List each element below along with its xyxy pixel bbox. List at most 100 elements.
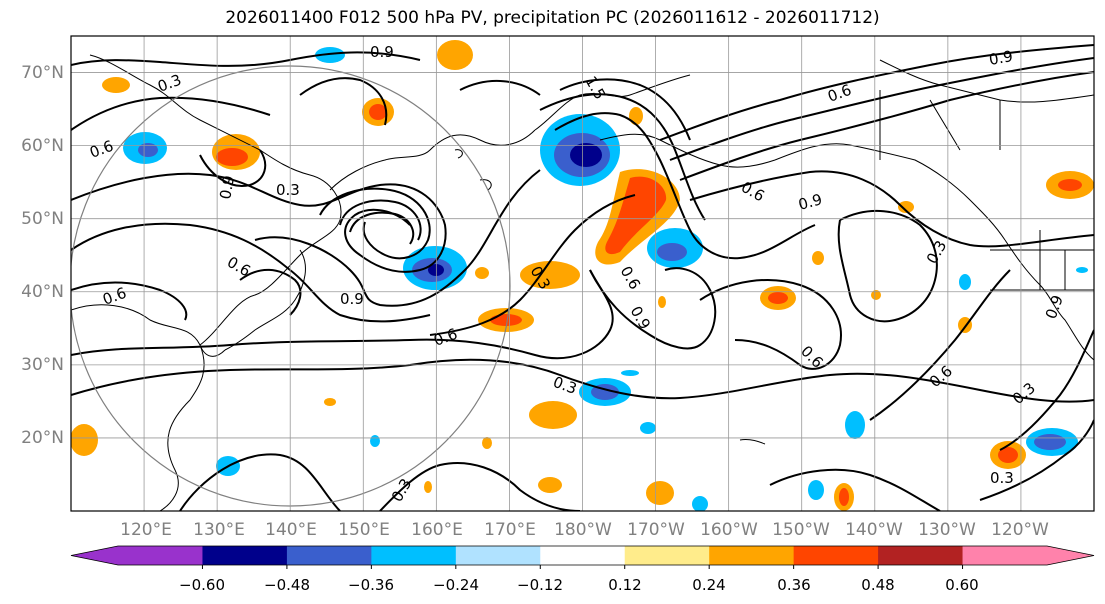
precip-patch — [1058, 179, 1082, 191]
colorbar-tick-label: −0.48 — [264, 576, 310, 594]
precip-patch — [898, 201, 914, 213]
pv-contours — [71, 44, 1094, 511]
pv-contour — [71, 281, 188, 321]
colorbar-segment — [455, 546, 541, 565]
coastline — [199, 149, 342, 346]
lat-tick-label: 50°N — [21, 209, 64, 229]
colorbar-tick-label: −0.36 — [348, 576, 394, 594]
colorbar-tick-label: −0.12 — [517, 576, 563, 594]
colorbar-segment — [878, 546, 964, 565]
colorbar-tick-label: 0.24 — [692, 576, 725, 594]
border — [879, 90, 1001, 160]
lon-tick-label: 130°E — [193, 520, 245, 540]
colorbar-tick-label: 0.36 — [777, 576, 810, 594]
colorbar-segment — [286, 546, 372, 565]
coastline — [199, 344, 226, 357]
contour-label: 0.9 — [370, 43, 394, 61]
precip-patch — [369, 104, 387, 120]
precip-patch — [808, 480, 824, 500]
coastline — [599, 133, 776, 168]
lat-tick-label: 60°N — [21, 136, 64, 156]
pv-contour — [689, 170, 1094, 248]
precip-patch — [959, 274, 971, 290]
graticule — [71, 36, 1094, 511]
colorbar-tick-label: 0.60 — [945, 576, 978, 594]
colorbar-segment — [962, 546, 1048, 565]
pv-contour — [999, 329, 1094, 451]
pv-contour — [71, 96, 271, 131]
lon-tick-label: 160°W — [700, 520, 758, 540]
pv-contour — [979, 419, 1094, 501]
coastlines — [71, 54, 1094, 511]
contour-label: 0.9 — [216, 174, 238, 201]
colorbar-tick-label: −0.24 — [433, 576, 479, 594]
precip-patch — [839, 488, 849, 506]
precip-patch — [71, 424, 98, 456]
contour-label: 0.9 — [988, 47, 1015, 69]
pv-contour — [539, 93, 706, 221]
lon-tick-label: 180°W — [554, 520, 612, 540]
colorbar-outline — [70, 545, 1095, 566]
pv-contour — [379, 461, 581, 511]
lat-tick-labels: 20°N 30°N 40°N 50°N 60°N 70°N — [21, 63, 64, 448]
precip-patch — [324, 398, 336, 406]
lon-tick-label: 120°E — [120, 520, 172, 540]
colorbar-segment — [709, 546, 795, 565]
lon-tick-label: 140°E — [265, 520, 317, 540]
colorbar-tick-label: 0.12 — [608, 576, 641, 594]
colorbar-segment — [202, 546, 288, 565]
precip-patch — [102, 77, 130, 93]
lon-tick-label: 120°W — [991, 520, 1049, 540]
contour-label: 0.3 — [990, 469, 1014, 487]
precip-patch — [437, 40, 473, 70]
lon-tick-label: 130°W — [918, 520, 976, 540]
colorbar-tick-labels: −0.60 −0.48 −0.36 −0.24 −0.12 0.12 0.24 … — [179, 576, 979, 594]
contour-label: 0.3 — [276, 181, 300, 199]
precip-patch — [529, 401, 577, 429]
pv-contour — [554, 112, 816, 260]
pv-contour — [299, 77, 388, 126]
colorbar-segment — [371, 546, 457, 565]
pv-contour — [239, 268, 302, 316]
chart-title: 2026011400 F012 500 hPa PV, precipitatio… — [225, 8, 880, 28]
pv-contour — [339, 199, 422, 241]
colorbar-segment — [540, 546, 626, 565]
pv-contour — [459, 79, 541, 96]
pv-contour — [669, 57, 1094, 161]
pv-contour — [71, 172, 447, 273]
pv-contour — [699, 279, 842, 370]
pv-contour — [179, 453, 341, 511]
precip-patch — [1034, 434, 1066, 450]
colorbar-tick-label: 0.48 — [861, 576, 894, 594]
precip-patch — [768, 292, 788, 304]
pv-contour — [319, 187, 431, 260]
border — [990, 230, 1094, 291]
precip-patch — [640, 422, 656, 434]
coastline — [71, 304, 205, 511]
colorbar — [70, 545, 1095, 569]
pv-contour — [589, 267, 717, 350]
pv-contour — [71, 51, 421, 67]
precip-patch — [570, 143, 602, 167]
coastline — [739, 439, 766, 445]
precip-patch — [216, 148, 248, 166]
contour-label: 0.9 — [340, 290, 364, 308]
colorbar-segment — [118, 546, 203, 565]
pv-contour — [71, 269, 614, 360]
precip-patch — [692, 496, 708, 511]
precip-patch — [871, 290, 881, 300]
pv-contour — [349, 211, 415, 245]
pv-contour — [429, 194, 636, 336]
lat-tick-label: 40°N — [21, 282, 64, 302]
precip-patch — [998, 447, 1018, 463]
pv-contour — [199, 149, 267, 187]
lat-tick-label: 70°N — [21, 63, 64, 83]
coastline — [89, 54, 261, 151]
precip-patch — [657, 243, 687, 261]
coastline — [329, 129, 536, 191]
colorbar-extend-low — [71, 546, 118, 565]
pv-contour — [679, 71, 1094, 181]
lon-tick-label: 150°E — [338, 520, 390, 540]
lon-tick-label: 170°E — [484, 520, 536, 540]
